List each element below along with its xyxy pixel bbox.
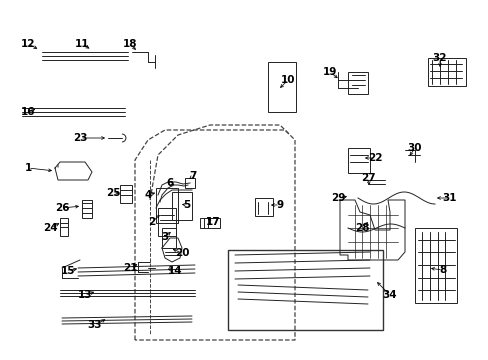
Text: 13: 13 [78, 290, 92, 300]
Bar [347, 148, 369, 173]
Text: 21: 21 [122, 263, 137, 273]
Text: 30: 30 [407, 143, 421, 153]
Bar [60, 218, 68, 236]
Text: 25: 25 [105, 188, 120, 198]
Bar [200, 218, 220, 228]
Text: 15: 15 [61, 266, 75, 276]
Bar [414, 228, 456, 303]
Bar [227, 250, 382, 330]
Bar [162, 228, 176, 248]
Text: 11: 11 [75, 39, 89, 49]
Text: 3: 3 [161, 232, 168, 242]
Text: 7: 7 [189, 171, 196, 181]
Text: 6: 6 [166, 178, 173, 188]
Text: 17: 17 [205, 217, 220, 227]
Text: 10: 10 [280, 75, 295, 85]
Text: 23: 23 [73, 133, 87, 143]
Text: 26: 26 [55, 203, 69, 213]
Text: 34: 34 [382, 290, 396, 300]
Bar [184, 178, 195, 188]
Bar [156, 188, 178, 223]
Text: 4: 4 [144, 190, 151, 200]
Bar [158, 208, 176, 236]
Text: 9: 9 [276, 200, 283, 210]
Text: 24: 24 [42, 223, 57, 233]
Text: 5: 5 [183, 200, 190, 210]
Bar [347, 72, 367, 94]
Text: 29: 29 [330, 193, 345, 203]
Text: 27: 27 [360, 173, 375, 183]
Bar [172, 192, 192, 220]
Text: 31: 31 [442, 193, 456, 203]
Text: 2: 2 [148, 217, 155, 227]
Bar [120, 185, 132, 203]
Bar [254, 198, 272, 216]
Text: 8: 8 [439, 265, 446, 275]
Bar [427, 58, 465, 86]
Text: 32: 32 [432, 53, 447, 63]
Text: 16: 16 [20, 107, 35, 117]
Bar [267, 62, 295, 112]
Text: 33: 33 [87, 320, 102, 330]
Text: 12: 12 [20, 39, 35, 49]
Text: 14: 14 [167, 266, 182, 276]
Text: 28: 28 [354, 223, 368, 233]
Text: 22: 22 [367, 153, 382, 163]
Bar [82, 200, 92, 218]
Text: 18: 18 [122, 39, 137, 49]
Text: 20: 20 [174, 248, 189, 258]
Text: 19: 19 [322, 67, 337, 77]
Text: 1: 1 [24, 163, 32, 173]
